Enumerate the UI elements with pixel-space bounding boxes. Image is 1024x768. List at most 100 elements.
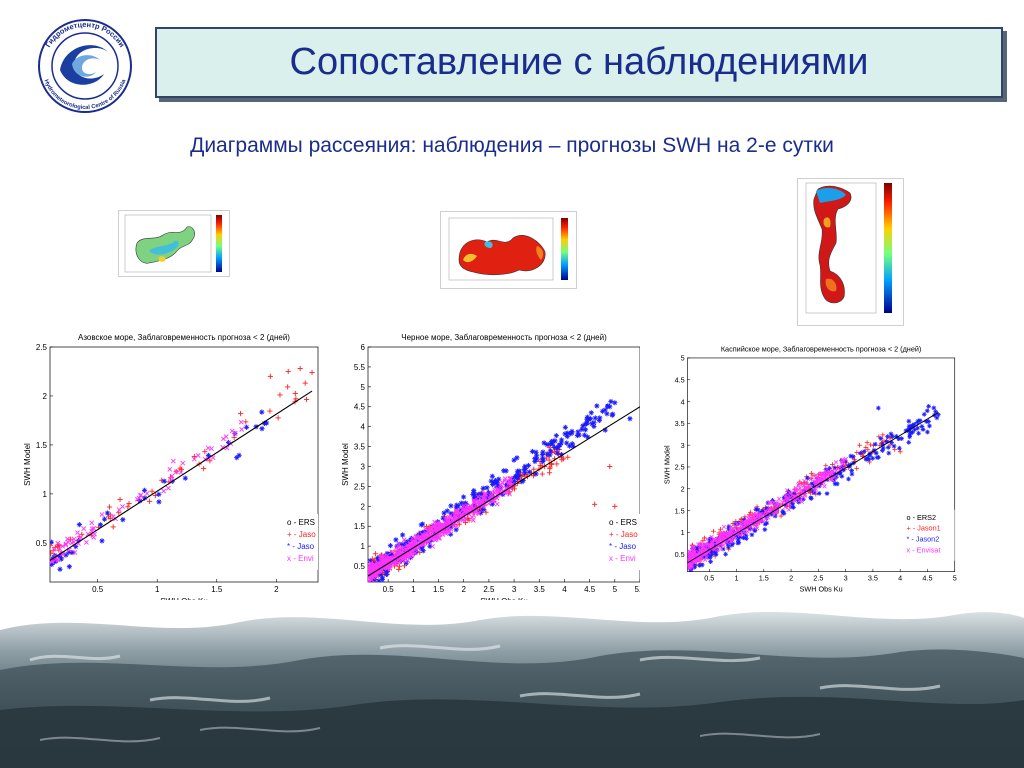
data-point <box>126 500 132 507</box>
data-point <box>588 410 594 416</box>
data-point <box>906 423 912 429</box>
data-point <box>452 515 458 521</box>
data-point <box>812 488 817 494</box>
data-point <box>238 419 244 425</box>
data-point <box>766 500 772 505</box>
y-tick-label: 4 <box>681 397 685 406</box>
data-point <box>430 543 435 549</box>
data-point <box>763 509 768 514</box>
data-point <box>771 500 776 505</box>
data-point <box>736 540 742 545</box>
data-point <box>718 531 724 537</box>
data-point <box>169 473 175 479</box>
data-point <box>846 476 851 482</box>
y-tick-label: 1.5 <box>675 506 685 515</box>
data-point <box>569 428 575 434</box>
data-point <box>627 416 633 422</box>
data-point <box>539 471 545 477</box>
data-point <box>580 423 586 429</box>
data-point <box>173 469 179 475</box>
data-point <box>55 557 61 563</box>
data-point <box>461 494 467 500</box>
data-point <box>99 512 105 517</box>
data-point <box>76 521 82 528</box>
legend-entry: * - Jaso <box>609 542 637 551</box>
data-point <box>462 507 468 512</box>
scatter-plot-azov: Азовское море, Заблаговременность прогно… <box>23 333 319 606</box>
data-point <box>285 384 291 390</box>
data-point <box>899 436 905 441</box>
data-point <box>400 532 406 538</box>
hydromet-logo: Гидрометцентр России Hydrometeorological… <box>38 19 132 113</box>
data-point <box>482 492 488 497</box>
data-point <box>531 466 537 472</box>
y-tick-label: 3.5 <box>354 443 366 452</box>
data-point <box>470 517 476 523</box>
data-point <box>178 469 184 475</box>
data-point <box>592 415 598 421</box>
data-point <box>688 555 693 560</box>
data-point <box>177 465 183 471</box>
data-point <box>502 476 508 482</box>
data-point <box>700 545 705 551</box>
data-point <box>829 471 834 477</box>
data-point <box>767 505 773 510</box>
data-point <box>526 469 532 475</box>
data-point <box>436 535 442 541</box>
data-point <box>530 473 537 479</box>
regression-line <box>687 412 939 564</box>
data-point <box>804 485 809 490</box>
data-point <box>78 534 84 540</box>
data-point <box>695 542 701 547</box>
data-point <box>547 441 553 447</box>
data-point <box>229 428 235 434</box>
data-point <box>858 450 863 456</box>
data-point <box>841 458 846 463</box>
data-point <box>589 421 595 427</box>
data-point <box>834 468 839 473</box>
data-point <box>69 540 75 546</box>
data-point <box>297 365 303 372</box>
data-point <box>556 442 562 448</box>
data-point <box>891 443 897 449</box>
data-point <box>394 545 399 551</box>
x-tick-label: 2.5 <box>483 585 495 594</box>
data-point <box>864 440 870 445</box>
data-point <box>401 545 407 550</box>
data-point <box>494 480 500 486</box>
data-point <box>695 557 701 562</box>
x-tick-label: 2 <box>461 585 466 594</box>
data-point <box>832 481 838 487</box>
data-point <box>97 522 103 528</box>
data-point <box>480 495 486 501</box>
data-point <box>770 498 775 503</box>
data-point <box>566 443 573 449</box>
data-point <box>804 486 809 491</box>
data-point <box>220 444 226 450</box>
data-point <box>506 479 512 485</box>
data-point <box>602 407 608 413</box>
data-point <box>892 447 898 452</box>
data-point <box>753 523 759 529</box>
data-point <box>55 540 61 546</box>
title-box: Сопоставление с наблюдениями <box>155 27 1003 98</box>
data-point <box>83 539 89 545</box>
data-point <box>808 476 814 481</box>
data-point <box>726 532 731 537</box>
data-point <box>896 436 902 441</box>
x-tick-label: 0.5 <box>704 574 714 583</box>
y-axis-label: SWH Model <box>662 445 671 484</box>
data-point <box>435 533 441 539</box>
data-point <box>772 502 777 507</box>
data-point <box>462 519 469 526</box>
data-point <box>808 496 814 501</box>
y-tick-label: 2 <box>681 484 685 493</box>
data-point <box>799 488 804 493</box>
data-point <box>454 523 460 529</box>
data-point <box>788 491 794 496</box>
data-point <box>104 510 111 516</box>
data-point <box>776 496 782 501</box>
data-point <box>432 537 438 543</box>
data-point <box>906 418 912 424</box>
data-point <box>864 455 870 461</box>
